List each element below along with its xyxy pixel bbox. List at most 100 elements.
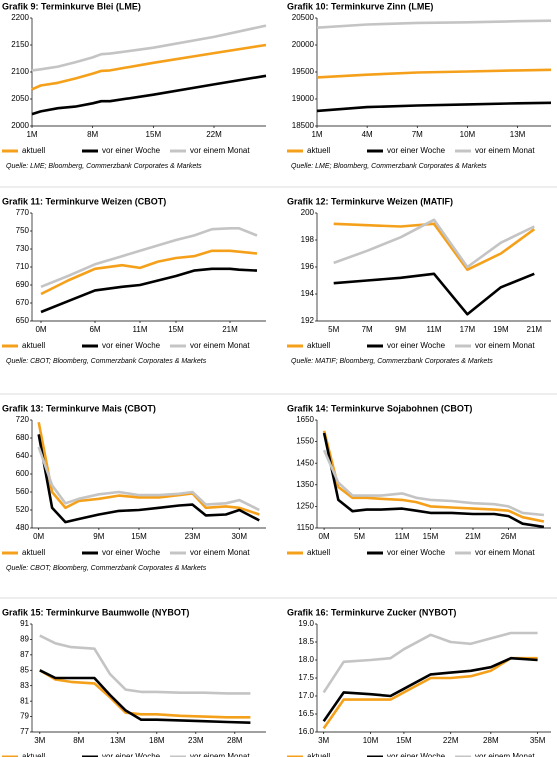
- series-line: [37, 434, 260, 524]
- series-line: [39, 634, 251, 695]
- y-tick-label: 85: [20, 665, 29, 674]
- series-line: [333, 222, 536, 271]
- legend-label: vor einer Woche: [387, 146, 446, 155]
- x-tick-label: 28M: [483, 736, 499, 745]
- x-tick-label: 9M: [395, 325, 406, 334]
- x-tick-label: 4M: [362, 130, 373, 139]
- x-tick-label: 22M: [206, 130, 222, 139]
- y-tick-label: 87: [20, 650, 29, 659]
- series-line: [322, 430, 545, 523]
- chart-title: Grafik 14: Terminkurve Sojabohnen (CBOT): [287, 403, 472, 413]
- legend-label: aktuell: [22, 548, 45, 557]
- y-tick-label: 2050: [11, 94, 29, 103]
- y-tick-label: 730: [16, 244, 30, 253]
- y-tick-label: 79: [20, 712, 29, 721]
- x-tick-label: 8M: [87, 130, 98, 139]
- legend-label: aktuell: [307, 341, 330, 350]
- x-tick-label: 3M: [318, 736, 329, 745]
- series-line: [37, 446, 260, 512]
- y-tick-label: 17.0: [298, 691, 314, 700]
- y-tick-label: 1250: [296, 502, 314, 511]
- y-tick-label: 200: [301, 208, 315, 217]
- series-line: [333, 218, 535, 269]
- x-tick-label: 7M: [362, 325, 373, 334]
- x-tick-label: 7M: [412, 130, 423, 139]
- chart-title: Grafik 15: Terminkurve Baumwolle (NYBOT): [2, 607, 189, 617]
- x-tick-label: 13M: [110, 736, 126, 745]
- source-note: Quelle: LME; Bloomberg, Commerzbank Corp…: [291, 163, 487, 170]
- legend-label: vor einem Monat: [190, 548, 250, 557]
- source-note: Quelle: CBOT; Bloomberg, Commerzbank Cor…: [6, 565, 207, 572]
- x-tick-label: 22M: [443, 736, 459, 745]
- x-tick-label: 8M: [73, 736, 84, 745]
- y-tick-label: 670: [16, 298, 30, 307]
- x-tick-label: 6M: [89, 325, 100, 334]
- legend-label: aktuell: [307, 752, 330, 757]
- legend-label: aktuell: [22, 752, 45, 757]
- x-tick-label: 0M: [35, 325, 46, 334]
- y-tick-label: 198: [301, 235, 315, 244]
- x-tick-label: 15M: [131, 532, 147, 541]
- y-tick-label: 1150: [297, 523, 315, 532]
- y-tick-label: 196: [301, 262, 315, 271]
- chart-title: Grafik 16: Terminkurve Zucker (NYBOT): [287, 607, 456, 617]
- y-tick-label: 750: [16, 226, 30, 235]
- y-tick-label: 680: [16, 433, 30, 442]
- x-tick-label: 26M: [501, 532, 517, 541]
- chart-title: Grafik 11: Terminkurve Weizen (CBOT): [2, 196, 166, 206]
- y-tick-label: 770: [16, 208, 30, 217]
- x-tick-label: 21M: [527, 325, 543, 334]
- legend-label: vor einer Woche: [387, 341, 446, 350]
- y-tick-label: 19000: [292, 94, 315, 103]
- legend-label: vor einer Woche: [102, 146, 161, 155]
- legend-label: aktuell: [307, 146, 330, 155]
- x-tick-label: 11M: [395, 532, 410, 541]
- x-tick-label: 11M: [133, 325, 148, 334]
- x-tick-label: 10M: [460, 130, 476, 139]
- chart-title: Grafik 9: Terminkurve Blei (LME): [2, 1, 141, 11]
- series-line: [40, 267, 258, 314]
- series-line: [316, 68, 552, 79]
- chart-title: Grafik 10: Terminkurve Zinn (LME): [287, 1, 433, 11]
- x-tick-label: 18M: [149, 736, 165, 745]
- y-tick-label: 19500: [292, 67, 315, 76]
- x-tick-label: 30M: [231, 532, 247, 541]
- legend-label: vor einem Monat: [190, 341, 250, 350]
- x-tick-label: 35M: [530, 736, 546, 745]
- x-tick-label: 21M: [222, 325, 238, 334]
- y-tick-label: 2200: [11, 13, 29, 22]
- y-tick-label: 600: [16, 469, 30, 478]
- x-tick-label: 28M: [227, 736, 243, 745]
- legend-label: aktuell: [22, 146, 45, 155]
- x-tick-label: 10M: [363, 736, 379, 745]
- legend-label: vor einem Monat: [190, 752, 250, 757]
- y-tick-label: 2100: [11, 67, 29, 76]
- x-tick-label: 1M: [26, 130, 37, 139]
- series-line: [322, 449, 545, 517]
- y-tick-label: 192: [301, 316, 315, 325]
- legend-label: vor einer Woche: [387, 752, 446, 757]
- x-tick-label: 15M: [146, 130, 162, 139]
- legend-label: vor einer Woche: [387, 548, 446, 557]
- y-tick-label: 91: [20, 619, 29, 628]
- y-tick-label: 20000: [292, 40, 315, 49]
- y-tick-label: 1650: [296, 415, 314, 424]
- y-tick-label: 720: [16, 415, 30, 424]
- series-line: [40, 227, 258, 289]
- y-tick-label: 480: [16, 523, 30, 532]
- x-tick-label: 3M: [34, 736, 45, 745]
- y-tick-label: 710: [16, 262, 30, 271]
- y-tick-label: 1550: [296, 437, 314, 446]
- y-tick-label: 20500: [292, 13, 315, 22]
- series-line: [316, 101, 552, 113]
- y-tick-label: 2150: [11, 40, 29, 49]
- series-line: [333, 272, 535, 316]
- x-tick-label: 23M: [188, 736, 204, 745]
- y-tick-label: 690: [16, 280, 30, 289]
- legend-label: vor einer Woche: [102, 341, 161, 350]
- y-tick-label: 650: [16, 316, 30, 325]
- x-tick-label: 1M: [311, 130, 322, 139]
- legend-label: vor einem Monat: [190, 146, 250, 155]
- series-line: [322, 656, 538, 730]
